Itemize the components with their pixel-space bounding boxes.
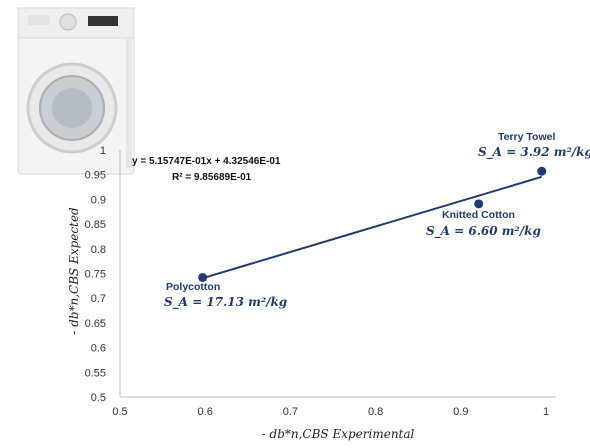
x-tick-label: 0.8 [368,406,383,418]
y-tick-label: 0.9 [91,194,106,206]
data-point-polycotton [198,272,208,282]
y-tick-label: 0.55 [85,367,106,379]
x-tick-labels: 0.5 0.6 0.7 0.8 0.9 1 [112,406,549,418]
y-axis-title: - db*n,CBS Expected [67,207,81,335]
point-label-terry-towel: Terry Towel [498,131,555,143]
data-points [198,166,547,282]
washing-machine-icon [17,7,135,175]
y-tick-label: 0.85 [85,219,106,231]
point-label-knitted-cotton: Knitted Cotton [442,209,515,221]
data-point-terry-towel [537,166,547,176]
point-sa-knitted-cotton: S_A = 6.60 m²/kg [426,224,541,239]
point-sa-terry-towel: S_A = 3.92 m²/kg [478,145,590,160]
y-tick-label: 0.65 [85,318,106,330]
y-tick-label: 0.6 [91,343,106,355]
point-sa-polycotton: S_A = 17.13 m²/kg [164,295,287,310]
x-tick-label: 0.9 [453,406,468,418]
trendline [202,175,543,280]
trendline-equation: y = 5.15747E-01x + 4.32546E-01 [132,156,281,167]
y-tick-label: 0.5 [91,392,106,404]
data-point-knitted-cotton [474,199,484,209]
y-tick-label: 0.7 [91,293,106,305]
x-tick-label: 0.7 [283,406,298,418]
trendline-r2: R² = 9.85689E-01 [172,172,252,183]
y-tick-labels: 0.5 0.55 0.6 0.65 0.7 0.75 0.8 0.85 0.9 0.95 1 [85,145,106,404]
x-tick-label: 0.5 [112,406,127,418]
point-label-polycotton: Polycotton [166,281,220,293]
x-tick-label: 0.6 [198,406,213,418]
x-tick-label: 1 [543,406,549,418]
x-axis-title: - db*n,CBS Experimental [262,427,415,441]
y-tick-label: 0.75 [85,269,106,281]
y-tick-label: 0.95 [85,170,106,182]
y-tick-label: 0.8 [91,244,106,256]
y-tick-label: 1 [100,145,106,157]
